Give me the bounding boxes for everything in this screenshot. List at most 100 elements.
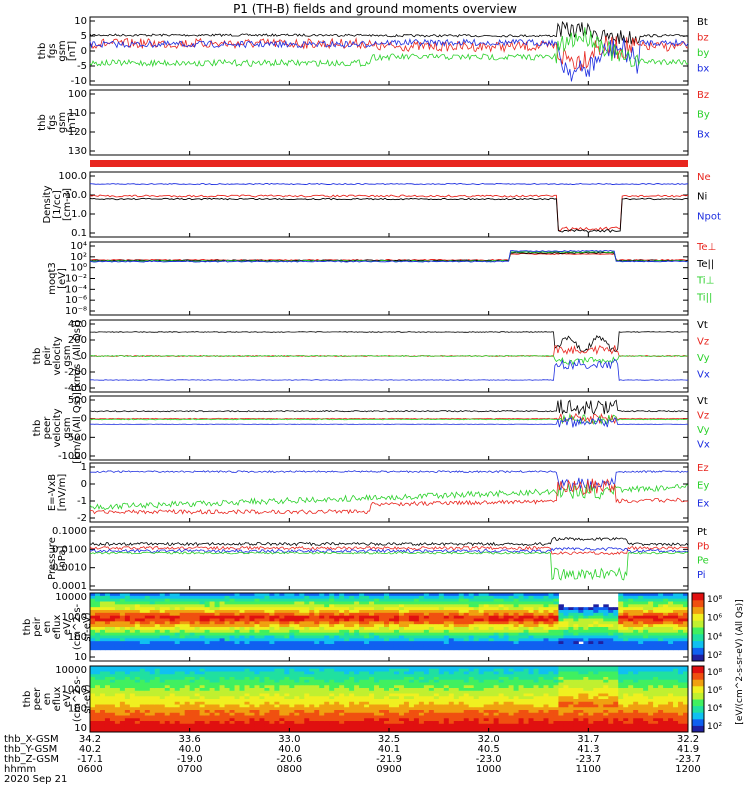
spectrogram-cell [369, 666, 375, 670]
spectrogram-cell [493, 718, 500, 722]
spectrogram-cell [583, 726, 589, 730]
spectrogram-cell [224, 629, 231, 634]
spectrogram-cell [279, 601, 285, 605]
spectrogram-cell [144, 682, 151, 686]
spectrogram-cell [274, 726, 280, 730]
spectrogram-cell [443, 726, 450, 730]
spectrogram-cell [209, 666, 216, 670]
spectrogram-cell [264, 677, 270, 681]
spectrogram-cell [369, 671, 375, 675]
panel-frame-pressure [89, 526, 689, 591]
spectrogram-cell [124, 682, 131, 686]
spectrogram-cell [344, 699, 350, 703]
spectrogram-cell [468, 666, 475, 670]
spectrogram-cell [184, 618, 191, 622]
spectrogram-cell [403, 712, 410, 716]
spectrogram-cell [229, 666, 236, 670]
spectrogram-cell [194, 699, 201, 703]
spectrogram-cell [214, 688, 221, 692]
spectrogram-cell [543, 621, 549, 625]
spectrogram-cell [149, 615, 156, 619]
spectrogram-cell [438, 688, 445, 692]
spectrogram-cell [573, 721, 579, 725]
spectrogram-cell [109, 593, 116, 597]
spectrogram-cell [608, 635, 614, 639]
spectrogram-cell [174, 677, 181, 681]
spectrogram-cell [648, 593, 654, 597]
spectrogram-cell [483, 627, 490, 631]
spectrogram-cell [184, 635, 191, 639]
spectrogram-cell [189, 618, 196, 622]
spectrogram-cell [443, 644, 450, 648]
spectrogram-cell [468, 721, 475, 725]
spectrogram-cell [274, 610, 280, 614]
spectrogram-cell [508, 710, 515, 714]
spectrogram-cell [334, 615, 340, 619]
spectrogram-cell [349, 715, 355, 719]
spectrogram-cell [329, 704, 335, 708]
spectrogram-cell [169, 710, 176, 714]
spectrogram-cell [563, 612, 569, 617]
spectrogram-cell [229, 712, 236, 716]
spectrogram-cell [513, 638, 520, 642]
spectrogram-cell [513, 679, 520, 683]
spectrogram-cell [553, 696, 559, 700]
spectrogram-cell [184, 701, 191, 705]
spectrogram-cell [364, 598, 370, 602]
y-axis-label: thb [37, 114, 48, 131]
spectrogram-cell [99, 598, 106, 602]
spectrogram-cell [563, 615, 569, 619]
spectrogram-cell [653, 615, 659, 619]
spectrogram-cell [364, 677, 370, 681]
spectrogram-cell [428, 612, 435, 617]
spectrogram-cell [139, 635, 146, 639]
spectrogram-cell [124, 696, 131, 700]
spectrogram-cell [269, 693, 275, 697]
spectrogram-cell [329, 701, 335, 705]
spectrogram-cell [154, 641, 161, 645]
spectrogram-cell [249, 721, 255, 725]
spectrogram-cell [134, 610, 141, 614]
spectrogram-cell [144, 693, 151, 697]
spectrogram-cell [194, 632, 201, 636]
y-axis-label: [1/cc] [52, 190, 63, 219]
spectrogram-cell [413, 644, 420, 648]
spectrogram-cell [339, 612, 345, 617]
spectrogram-cell [453, 593, 460, 597]
spectrogram-cell [319, 601, 325, 605]
spectrogram-cell [478, 707, 485, 711]
y-axis-label: peir [32, 616, 43, 636]
spectrogram-cell [568, 704, 574, 708]
spectrogram-cell [384, 621, 390, 625]
spectrogram-cell [453, 627, 460, 631]
spectrogram-cell [264, 635, 270, 639]
spectrogram-cell [533, 707, 539, 711]
spectrogram-cell [304, 715, 310, 719]
spectrogram-cell [194, 618, 201, 622]
spectrogram-cell [309, 612, 315, 617]
spectrogram-cell [234, 593, 240, 597]
spectrogram-cell [144, 718, 151, 722]
spectrogram-cell [224, 674, 231, 678]
spectrogram-cell [179, 688, 186, 692]
spectrogram-cell [493, 607, 500, 611]
spectrogram-cell [279, 693, 285, 697]
spectrogram-cell [234, 715, 240, 719]
spectrogram-cell [408, 710, 415, 714]
spectrogram-cell [144, 723, 151, 727]
spectrogram-cell [104, 682, 111, 686]
spectrogram-cell [354, 618, 360, 622]
spectrogram-cell [488, 723, 495, 727]
spectrogram-cell [169, 612, 176, 617]
spectrogram-cell [329, 598, 335, 602]
spectrogram-cell [568, 718, 574, 722]
spectrogram-cell [99, 641, 106, 645]
spectrogram-cell [488, 704, 495, 708]
spectrogram-cell [588, 635, 594, 639]
spectrogram-cell [229, 593, 236, 597]
spectrogram-cell [109, 671, 116, 675]
spectrogram-cell [548, 629, 554, 634]
spectrogram-cell [643, 644, 649, 648]
spectrogram-cell [598, 615, 604, 619]
spectrogram-cell [114, 707, 121, 711]
